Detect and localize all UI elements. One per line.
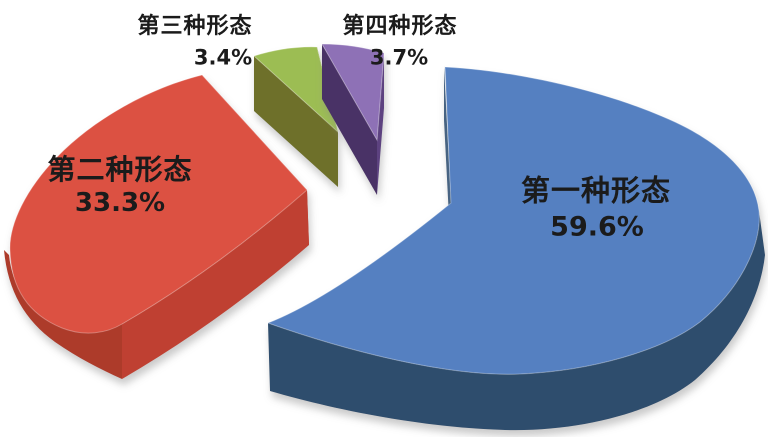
slice-value-blue: 59.6%	[550, 211, 644, 243]
purple-slice-cut-face-right	[377, 53, 384, 195]
red-slice-rim-face	[4, 250, 122, 379]
green-slice-cut-face-left	[254, 56, 338, 187]
slice-value-red: 33.3%	[74, 188, 166, 218]
red-slice-cut-face-lower	[122, 190, 309, 379]
slice-value-green: 3.4%	[193, 45, 253, 70]
purple-slice-cut-face-left	[322, 44, 377, 195]
red-slice-top-face	[9, 74, 308, 334]
pie-slice-purple	[321, 43, 385, 195]
slice-label-red: 第二种形态	[47, 153, 193, 186]
slice-value-purple: 3.7%	[369, 45, 429, 70]
slice-label-purple: 第四种形态	[342, 14, 458, 39]
blue-slice-top-face	[266, 66, 760, 375]
blue-slice-rim-face	[268, 211, 765, 431]
slice-label-green: 第三种形态	[137, 14, 253, 39]
pie-slice-red	[4, 74, 309, 379]
green-slice-top-face	[253, 46, 339, 134]
purple-slice-top-face	[321, 43, 385, 142]
slice-label-blue: 第一种形态	[520, 173, 672, 208]
pie-slice-blue	[266, 66, 765, 431]
